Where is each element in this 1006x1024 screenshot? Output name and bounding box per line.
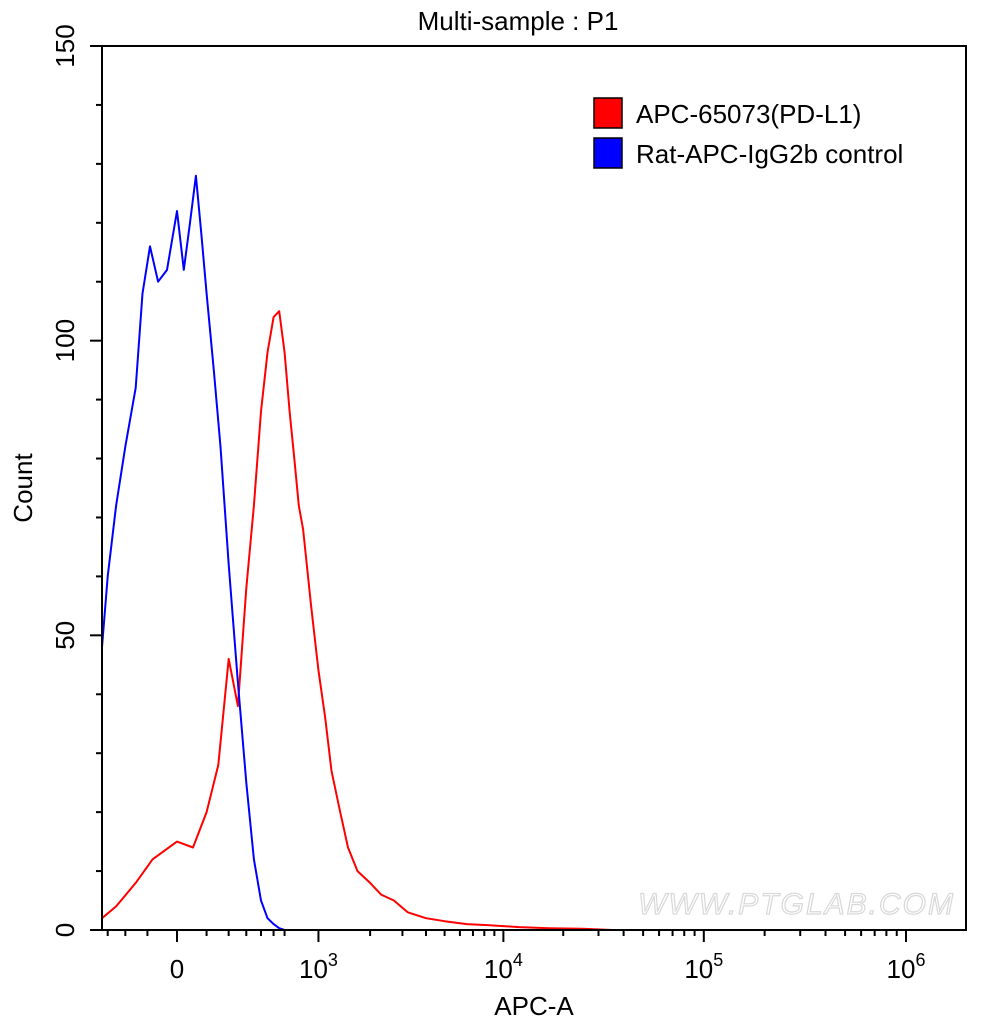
y-tick-label: 150 [50,24,80,67]
x-tick-label: 106 [887,950,926,984]
legend-label-1: APC-65073(PD-L1) [636,99,861,129]
plot-area [101,174,613,931]
x-axis-label: APC-A [494,991,574,1021]
y-tick-label: 100 [50,319,80,362]
x-tick-label: 103 [299,950,338,984]
legend-swatch-1 [593,97,623,129]
y-axis-label: Count [8,453,38,523]
legend: APC-65073(PD-L1) Rat-APC-IgG2b control [593,97,903,169]
y-axis: 0 50 100 150 [50,24,102,937]
x-axis: 0 103 104 105 106 [106,930,926,984]
series-line-2 [101,174,285,931]
chart-title: Multi-sample : P1 [418,6,619,36]
series-line-1 [101,310,613,931]
x-tick-label: 104 [484,950,523,984]
legend-label-2: Rat-APC-IgG2b control [636,139,903,169]
x-tick-label: 0 [170,954,184,984]
x-tick-label: 105 [684,950,723,984]
y-tick-label: 50 [50,621,80,650]
plot-frame [101,45,967,931]
watermark: WWW.PTGLAB.COM [638,888,955,921]
legend-swatch-2 [593,137,623,169]
y-tick-label: 0 [50,923,80,937]
